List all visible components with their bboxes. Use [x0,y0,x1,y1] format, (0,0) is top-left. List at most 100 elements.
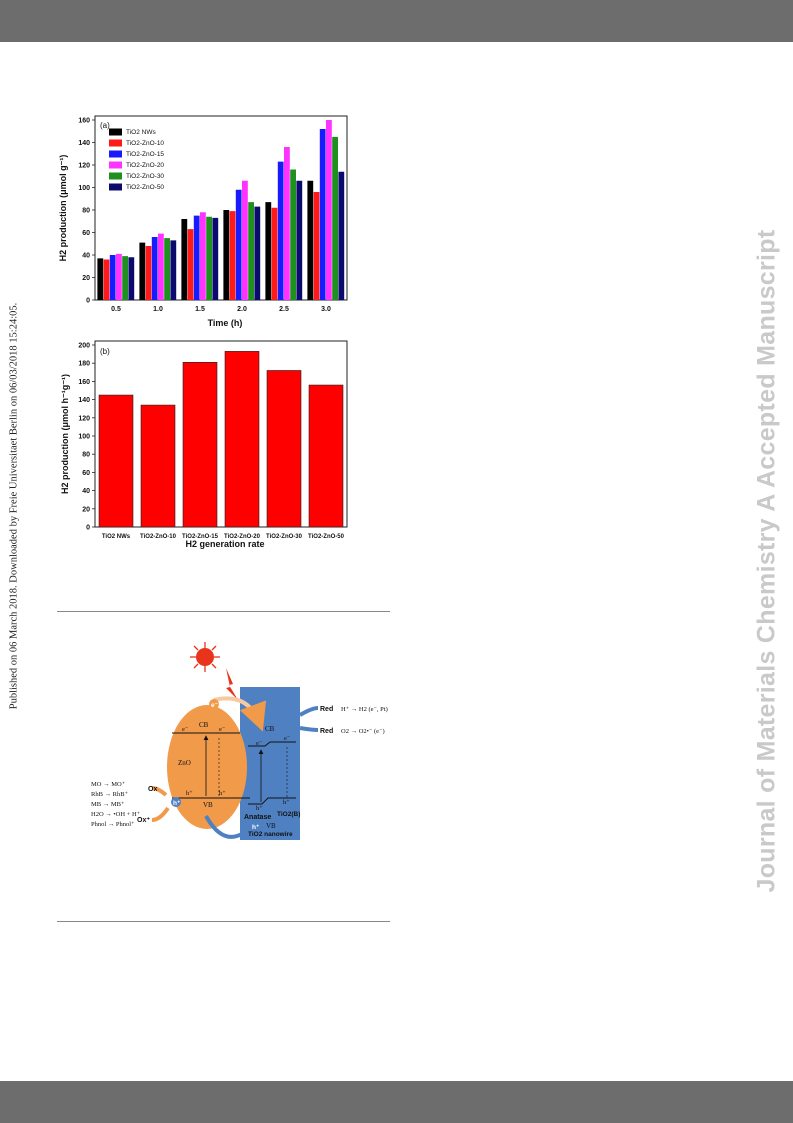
chart-b-y-tick: 80 [82,452,90,459]
hole-bubble-left [171,797,181,807]
tio2-vb-label: VB [266,822,276,830]
chart-b-y-tick: 40 [82,488,90,495]
zno-vb-hole-2: h⁺ [219,790,226,797]
red-label-1: Red [320,706,333,713]
chart-a-bar [235,189,242,300]
sun-icon [190,642,220,672]
page-header-bar [0,0,793,42]
zno-vb-hole-1: h⁺ [186,790,193,797]
chart-a-bar [103,259,110,300]
chart-a-bar [271,207,278,300]
chart-a-bar [223,210,230,300]
chart-a-y-tick: 140 [78,140,90,147]
chart-a-y-tick: 0 [86,298,90,305]
chart-b-bar [98,394,134,528]
chart-a-x-tick: 1.0 [153,306,163,313]
chart-a-y-axis-label: H2 production (μmol g⁻¹) [58,155,68,262]
chart-a-legend-label: TiO2-ZnO-50 [126,184,164,191]
chart-b-y-tick: 60 [82,470,90,477]
chart-a-panel-label: (a) [100,121,110,130]
chart-a-bar [242,180,248,300]
chart-a-legend-label: TiO2-ZnO-15 [126,151,164,158]
ox-plus-arrow [151,806,170,822]
chart-b-bar [182,361,218,528]
chart-b-bar [224,351,260,528]
chart-a-bar [97,258,104,300]
chart-b-y-tick: 0 [86,525,90,532]
chart-a-plot-frame [94,115,348,301]
chart-a-bar [212,217,219,300]
chart-a-x-tick: 2.0 [237,306,247,313]
hole-bubble-bottom [250,821,260,831]
chart-b-bar [266,370,302,528]
tio2-cb-level [248,741,296,747]
chart-a-x-tick: 2.5 [279,306,289,313]
chart-a-bar [296,180,303,300]
red-arrow-2 [299,726,319,732]
tio2-vb-hole-1: h⁺ [256,805,263,812]
chart-a-bar [290,169,296,300]
chart-a-x-tick: 1.5 [195,306,205,313]
chart-a-bar [193,215,200,300]
oxidation-reaction: MB → MB⁺ [91,801,125,808]
chart-a-legend-swatch [109,139,122,147]
chart-b-y-tick: 140 [78,397,90,404]
ox-label: Ox [148,786,157,793]
chart-b-bar [308,384,344,528]
chart-b-y-tick: 120 [78,415,90,422]
tio2-vb-level [248,797,296,805]
hole-transfer-arrow [204,815,254,839]
zno-vb-label: VB [203,801,213,809]
electron-bubble-label: e⁻ [211,702,219,709]
chart-b-y-tick: 160 [78,379,90,386]
chart-a-y-tick: 160 [78,118,90,125]
chart-a-legend-label: TiO2-ZnO-30 [126,173,164,180]
chart-a-bar [200,212,206,300]
tio2b-label: TiO2(B) [277,811,300,818]
chart-b-y-tick: 20 [82,506,90,513]
red-arrow-1 [298,706,319,717]
chart-a-bar [181,219,188,300]
chart-a-y-tick: 20 [82,275,90,282]
chart-a-y-tick: 120 [78,163,90,170]
zno-cb-label: CB [199,721,209,729]
page-footer-bar [0,1081,793,1123]
chart-a-y-tick: 40 [82,253,90,260]
chart-a-legend-swatch [109,128,122,136]
chart-a-x-tick: 0.5 [111,306,121,313]
chart-a-y-tick: 80 [82,208,90,215]
chart-a-bar [139,242,146,300]
chart-b-x-axis-label: H2 generation rate [185,539,264,549]
ox-arrow [151,786,168,797]
figure-divider-bottom [57,921,390,922]
tio2-nanowire-label: TiO2 nanowire [248,831,293,838]
chart-a-bar [164,238,170,300]
chart-a-legend-swatch [109,172,122,180]
chart-b-bar [140,404,176,528]
chart-a-bar [319,129,326,300]
oxidation-reactions-list: MO → MO⁺ RhB → RhB⁺ MB → MB⁺ H2O → •OH + H⁺… [91,781,141,828]
chart-a-legend-label: TiO2-ZnO-20 [126,162,164,169]
figure-divider-top [57,611,390,612]
hole-bubble-left-label: h⁺ [173,800,181,807]
chart-b-y-axis-label: H2 production (μmol h⁻¹g⁻¹) [60,374,70,494]
chart-a-bar [332,136,338,300]
chart-a-bar [145,246,152,300]
chart-b-x-tick: TiO2 NWs [102,534,131,540]
chart-b-y-tick: 200 [78,343,90,350]
chart-a-bar [128,257,135,300]
chart-a-bar [229,211,236,300]
red-reaction-1: H⁺ → H2 (e⁻, Pt) [341,706,388,713]
oxidation-reaction: MO → MO⁺ [91,781,126,788]
chart-a-bar [170,240,177,300]
chart-a-bar [277,161,284,300]
chart-a-bar [313,192,320,300]
chart-a-bar [326,120,332,300]
chart-b-y-tick: 100 [78,434,90,441]
chart-b-x-tick: TiO2-ZnO-30 [266,534,303,540]
red-label-2: Red [320,728,333,735]
chart-a-legend-label: TiO2 NWs [126,129,156,136]
chart-a-y-tick: 100 [78,185,90,192]
